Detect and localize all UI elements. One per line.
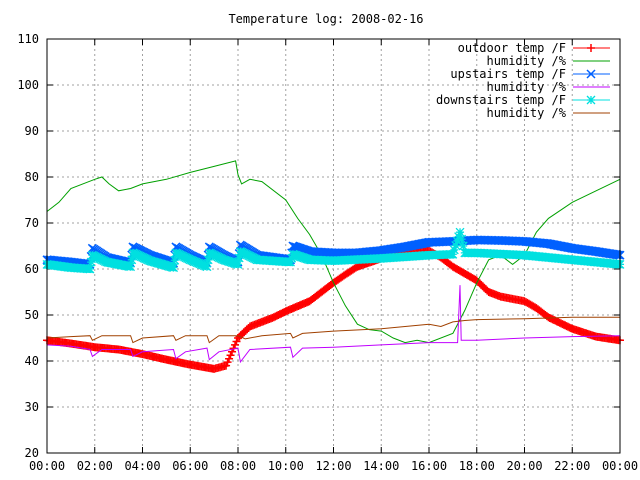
x-tick-label: 08:00 [220,459,256,473]
series-line [46,316,620,344]
data-point [586,69,596,79]
legend-label: downstairs temp /F [436,93,566,107]
chart-title: Temperature log: 2008-02-16 [228,12,423,26]
x-tick-label: 02:00 [77,459,113,473]
y-tick-label: 50 [25,308,39,322]
data-point [222,361,231,370]
data-point [451,240,461,250]
series-3 [46,285,621,364]
y-tick-label: 90 [25,124,39,138]
data-point [286,257,295,267]
data-point [85,264,95,274]
data-point [587,44,595,52]
data-point [449,245,459,255]
data-point [202,262,212,272]
x-tick-label: 20:00 [506,459,542,473]
legend-label: humidity /% [487,54,567,68]
data-point [234,253,244,263]
data-point [231,340,240,349]
data-point [170,255,180,265]
plot-frame [46,38,621,454]
legend-label: upstairs temp /F [450,67,566,81]
data-point [203,255,213,265]
legend-label: outdoor temp /F [458,41,566,55]
y-tick-label: 60 [25,262,39,276]
series-line [46,285,621,364]
x-tick-label: 14:00 [363,459,399,473]
x-tick-label: 04:00 [124,459,160,473]
data-point [226,351,235,360]
x-tick-label: 00:00 [602,459,638,473]
data-point [448,249,458,259]
data-point [457,234,467,244]
axis-tick-labels: 20 30 40 50 60 70 80 90 100 110 00:00 02:00 04:00 06:… [17,32,638,473]
data-point [452,236,462,246]
series-4 [42,227,625,274]
y-tick-label: 80 [25,170,39,184]
data-point [86,257,96,267]
x-tick-label: 00:00 [29,459,65,473]
y-tick-label: 20 [25,446,39,460]
data-point [169,263,178,273]
data-point [233,259,243,269]
y-tick-label: 30 [25,400,39,414]
y-tick-label: 70 [25,216,39,230]
data-point [225,354,234,363]
x-tick-label: 06:00 [172,459,208,473]
series-layer [42,160,625,373]
y-tick-label: 40 [25,354,39,368]
data-point [458,241,468,251]
data-point [232,337,241,346]
data-point [223,358,232,367]
data-point [126,262,136,272]
data-point [586,95,596,105]
data-point [614,250,624,260]
data-point [455,227,465,237]
legend-label: humidity /% [487,106,567,120]
x-tick-label: 16:00 [411,459,447,473]
data-point [127,255,137,265]
series-5 [46,316,620,344]
x-tick-label: 22:00 [554,459,590,473]
x-tick-label: 18:00 [459,459,495,473]
legend-label: humidity /% [487,80,567,94]
y-tick-label: 110 [17,32,39,46]
y-tick-label: 100 [17,78,39,92]
x-tick-label: 10:00 [268,459,304,473]
x-tick-label: 12:00 [315,459,351,473]
